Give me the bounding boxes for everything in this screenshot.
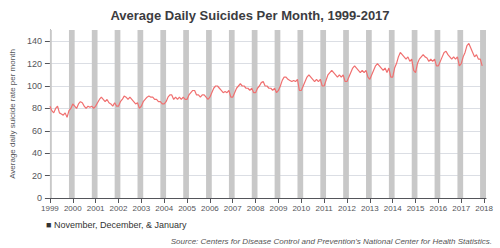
svg-text:2018: 2018 xyxy=(475,204,493,213)
svg-text:80: 80 xyxy=(32,103,42,113)
svg-text:2002: 2002 xyxy=(110,204,128,213)
svg-text:2005: 2005 xyxy=(178,204,196,213)
svg-text:2017: 2017 xyxy=(452,204,470,213)
svg-text:Average daily suicide rate per: Average daily suicide rate per month xyxy=(8,49,17,179)
svg-text:40: 40 xyxy=(32,148,42,158)
svg-text:100: 100 xyxy=(27,81,42,91)
svg-text:■ November, December, & Januar: ■ November, December, & January xyxy=(46,220,187,230)
svg-text:Source: Centers for Disease Co: Source: Centers for Disease Control and … xyxy=(171,237,492,246)
svg-text:2003: 2003 xyxy=(132,204,150,213)
svg-text:Average Daily Suicides Per Mon: Average Daily Suicides Per Month, 1999-2… xyxy=(110,8,389,23)
svg-text:2010: 2010 xyxy=(292,204,310,213)
svg-text:2001: 2001 xyxy=(87,204,105,213)
svg-text:2000: 2000 xyxy=(64,204,82,213)
svg-text:2009: 2009 xyxy=(270,204,288,213)
svg-text:2004: 2004 xyxy=(155,204,173,213)
svg-text:2015: 2015 xyxy=(407,204,425,213)
svg-text:120: 120 xyxy=(27,59,42,69)
svg-text:2014: 2014 xyxy=(384,204,402,213)
svg-text:2016: 2016 xyxy=(429,204,447,213)
svg-text:0: 0 xyxy=(37,193,42,203)
svg-text:60: 60 xyxy=(32,126,42,136)
svg-text:1999: 1999 xyxy=(41,204,59,213)
svg-text:2007: 2007 xyxy=(224,204,242,213)
svg-text:2011: 2011 xyxy=(316,204,334,213)
svg-text:2008: 2008 xyxy=(247,204,265,213)
svg-text:2012: 2012 xyxy=(338,204,356,213)
svg-text:20: 20 xyxy=(32,171,42,181)
svg-text:2013: 2013 xyxy=(361,204,379,213)
svg-text:140: 140 xyxy=(27,36,42,46)
svg-text:2006: 2006 xyxy=(201,204,219,213)
